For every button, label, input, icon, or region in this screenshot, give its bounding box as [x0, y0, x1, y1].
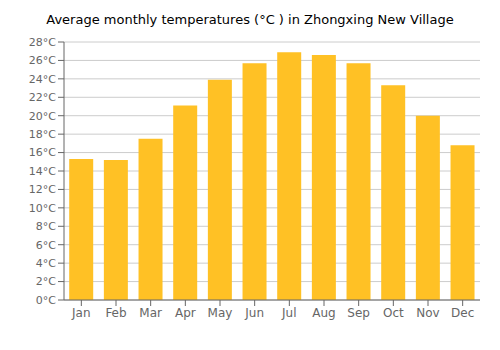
svg-text:16°C: 16°C: [29, 146, 56, 159]
svg-text:Dec: Dec: [451, 306, 474, 320]
svg-text:Sep: Sep: [347, 306, 370, 320]
svg-text:Aug: Aug: [312, 306, 335, 320]
svg-text:Jun: Jun: [244, 306, 264, 320]
svg-text:26°C: 26°C: [29, 54, 56, 67]
svg-text:Nov: Nov: [416, 306, 439, 320]
svg-text:Jan: Jan: [71, 306, 91, 320]
svg-text:24°C: 24°C: [29, 73, 56, 86]
svg-text:6°C: 6°C: [36, 239, 56, 252]
svg-text:8°C: 8°C: [36, 220, 56, 233]
svg-text:28°C: 28°C: [29, 36, 56, 49]
svg-text:14°C: 14°C: [29, 165, 56, 178]
svg-text:Mar: Mar: [139, 306, 162, 320]
html-text:Average monthly temperatures (: Average monthly temperatures (°C ) in Zh…: [46, 12, 454, 27]
svg-text:0°C: 0°C: [36, 294, 56, 307]
svg-text:12°C: 12°C: [29, 183, 56, 196]
svg-text:22°C: 22°C: [29, 91, 56, 104]
svg-text:10°C: 10°C: [29, 202, 56, 215]
svg-text:4°C: 4°C: [36, 257, 56, 270]
svg-text:Oct: Oct: [383, 306, 404, 320]
svg-text:20°C: 20°C: [29, 110, 56, 123]
svg-text:May: May: [208, 306, 233, 320]
svg-text:Jul: Jul: [281, 306, 296, 320]
svg-text:18°C: 18°C: [29, 128, 56, 141]
svg-text:2°C: 2°C: [36, 275, 56, 288]
svg-text:Feb: Feb: [105, 306, 126, 320]
svg-text:Apr: Apr: [175, 306, 196, 320]
